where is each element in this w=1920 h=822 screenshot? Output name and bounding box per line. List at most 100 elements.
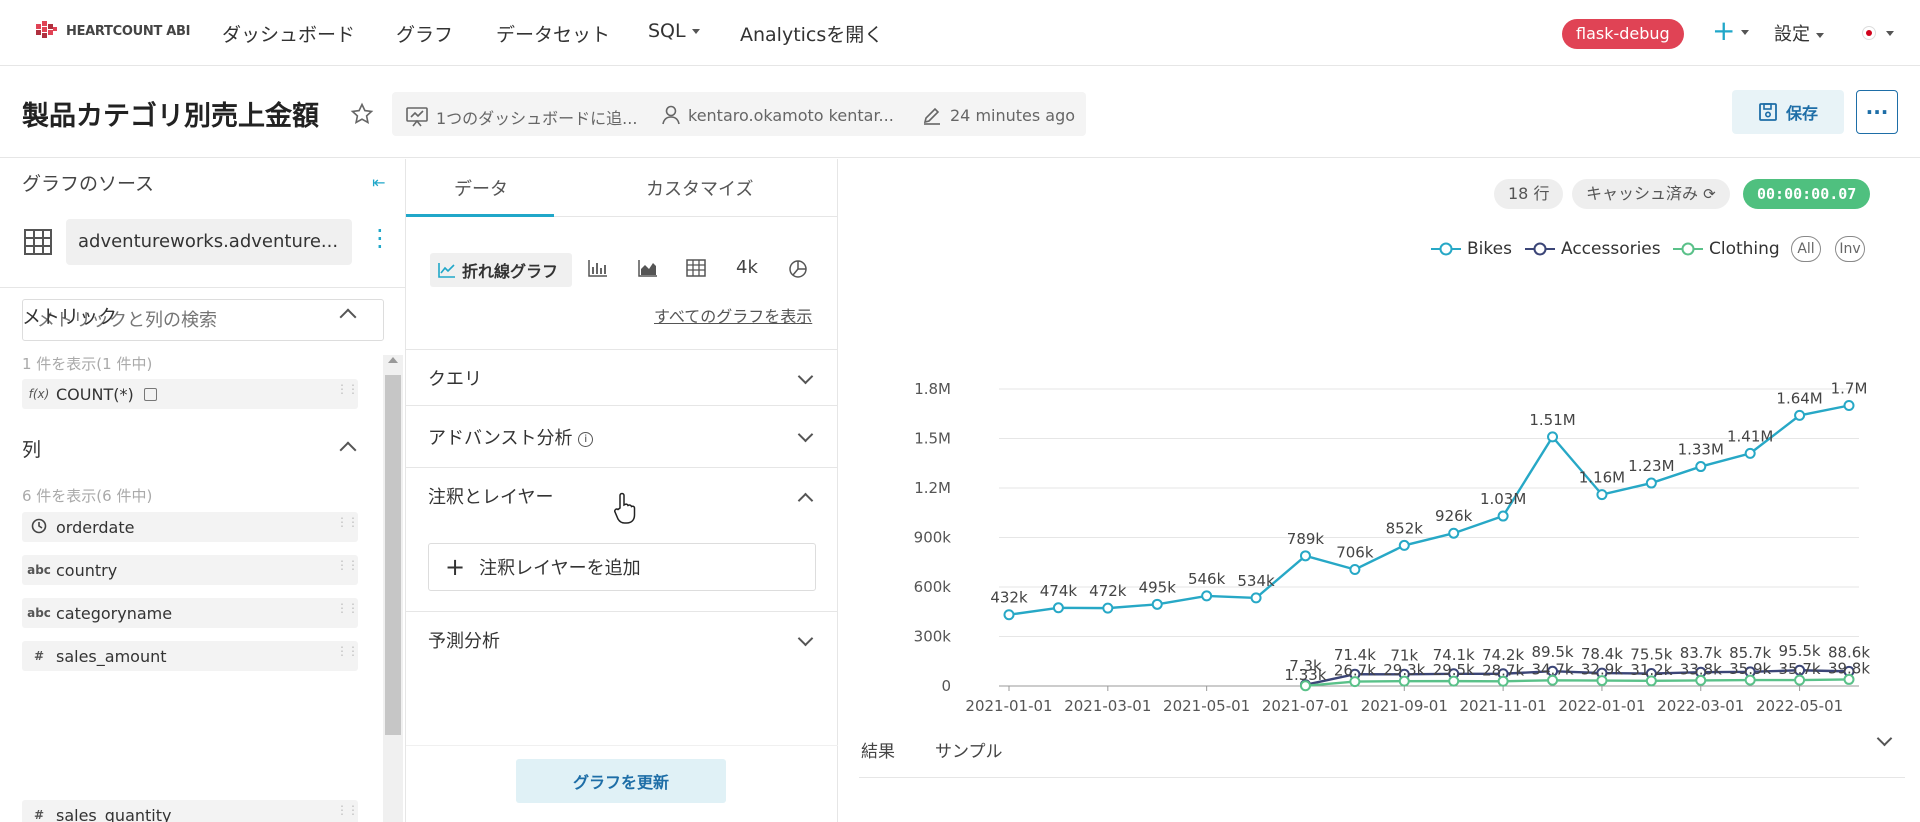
numeric-type-icon: # bbox=[33, 649, 45, 663]
dataset-selector[interactable]: adventureworks.adventure... bbox=[66, 219, 352, 265]
nav-charts[interactable]: グラフ bbox=[396, 24, 454, 46]
nav-datasets[interactable]: データセット bbox=[496, 24, 611, 46]
legend-item-clothing[interactable]: Clothing bbox=[1673, 239, 1780, 259]
query-section[interactable]: クエリ bbox=[428, 369, 482, 390]
advanced-analytics-section[interactable]: アドバンスト分析 i bbox=[428, 424, 594, 450]
column-item[interactable]: abc country ⋮⋮ bbox=[22, 555, 359, 585]
env-badge: flask-debug bbox=[1562, 19, 1684, 49]
y-tick-label: 900k bbox=[914, 529, 952, 547]
data-label: 28.7k bbox=[1482, 661, 1524, 679]
data-point bbox=[1201, 590, 1213, 602]
scroll-up-icon[interactable] bbox=[388, 357, 398, 363]
legend-invert-button[interactable]: Inv bbox=[1835, 236, 1865, 262]
numeric-type-icon: # bbox=[33, 808, 45, 822]
area-chart-icon[interactable] bbox=[638, 259, 658, 277]
pie-chart-icon[interactable] bbox=[788, 259, 808, 279]
view-all-charts-link[interactable]: すべてのグラフを表示 bbox=[654, 307, 813, 326]
x-tick-label: 2021-07-01 bbox=[1262, 697, 1349, 715]
dataset-menu-icon[interactable]: · · · bbox=[376, 217, 384, 261]
drag-handle-icon[interactable]: ⋮⋮ bbox=[336, 644, 359, 658]
query-timer-badge: 00:00:00.07 bbox=[1743, 179, 1871, 209]
update-chart-button[interactable]: グラフを更新 bbox=[516, 759, 726, 803]
tab-customize[interactable]: カスタマイズ bbox=[646, 179, 754, 200]
add-annotation-layer-button[interactable]: + 注釈レイヤーを追加 bbox=[428, 543, 816, 591]
data-label: 31.2k bbox=[1630, 661, 1672, 679]
legend-marker bbox=[1525, 242, 1555, 256]
metric-item[interactable]: f(x) COUNT(*) ⋮⋮ bbox=[22, 379, 359, 409]
metrics-section-title[interactable]: メトリック bbox=[22, 306, 118, 328]
plus-icon[interactable]: + bbox=[1712, 14, 1750, 47]
add-layer-label: 注釈レイヤーを追加 bbox=[479, 558, 641, 579]
columns-section-title[interactable]: 列 bbox=[22, 439, 42, 461]
star-icon[interactable] bbox=[350, 102, 374, 126]
scrollbar[interactable] bbox=[383, 355, 403, 822]
data-label: 85.7k bbox=[1729, 644, 1771, 662]
big-number-chart-icon[interactable]: 4k bbox=[736, 257, 758, 278]
column-item[interactable]: # sales_amount ⋮⋮ bbox=[22, 641, 359, 671]
drag-handle-icon[interactable]: ⋮⋮ bbox=[336, 803, 359, 817]
modified-info: 24 minutes ago bbox=[922, 105, 1075, 125]
cache-badge[interactable]: キャッシュ済み ⟳ bbox=[1572, 179, 1730, 209]
nav-open-analytics[interactable]: Analyticsを開く bbox=[740, 24, 884, 46]
chevron-down-icon[interactable] bbox=[797, 426, 814, 443]
column-name: sales_amount bbox=[56, 646, 167, 666]
data-point bbox=[1003, 609, 1015, 621]
column-item[interactable]: abc categoryname ⋮⋮ bbox=[22, 598, 359, 628]
clock-icon bbox=[22, 518, 56, 537]
column-item[interactable]: # sales_quantity ⋮⋮ bbox=[22, 800, 359, 822]
legend-select-all-button[interactable]: All bbox=[1791, 236, 1821, 262]
tab-data[interactable]: データ bbox=[454, 179, 508, 200]
chart-type-label: 折れ線グラフ bbox=[462, 262, 559, 281]
chart-type-line-button[interactable]: 折れ線グラフ bbox=[430, 253, 572, 287]
data-point bbox=[1645, 675, 1657, 687]
drag-handle-icon[interactable]: ⋮⋮ bbox=[336, 558, 359, 572]
more-options-button[interactable]: ··· bbox=[1856, 90, 1898, 134]
chevron-up-icon[interactable] bbox=[797, 492, 814, 509]
x-tick-label: 2021-05-01 bbox=[1163, 697, 1250, 715]
scroll-thumb[interactable] bbox=[385, 375, 401, 735]
refresh-icon[interactable]: ⟳ bbox=[1703, 185, 1716, 203]
annotations-section[interactable]: 注釈とレイヤー bbox=[428, 487, 554, 508]
chevron-down-icon[interactable] bbox=[797, 630, 814, 647]
data-label: 71.4k bbox=[1334, 646, 1376, 664]
drag-handle-icon[interactable]: ⋮⋮ bbox=[336, 382, 359, 396]
legend-label: Accessories bbox=[1561, 239, 1661, 259]
chevron-up-icon[interactable] bbox=[339, 441, 357, 459]
nav-dashboards[interactable]: ダッシュボード bbox=[222, 24, 356, 46]
data-label: 1.33M bbox=[1678, 441, 1724, 459]
y-tick-label: 600k bbox=[914, 578, 952, 596]
dashboards-info[interactable]: 1つのダッシュボードに追... bbox=[406, 105, 637, 129]
calculator-icon bbox=[143, 387, 157, 401]
bar-chart-icon[interactable] bbox=[588, 259, 608, 277]
drag-handle-icon[interactable]: ⋮⋮ bbox=[336, 515, 359, 529]
metric-column-search-input[interactable] bbox=[22, 299, 384, 341]
column-item[interactable]: orderdate ⋮⋮ bbox=[22, 512, 359, 542]
table-grid-icon bbox=[24, 229, 52, 255]
active-tab-indicator bbox=[406, 214, 554, 217]
data-label: 546k bbox=[1188, 570, 1226, 588]
chevron-down-icon[interactable] bbox=[797, 368, 814, 385]
data-point bbox=[1843, 400, 1855, 411]
language-flag-icon[interactable] bbox=[1862, 26, 1876, 40]
nav-sql[interactable]: SQL bbox=[648, 20, 700, 42]
collapse-panel-icon[interactable]: ⇤ bbox=[372, 173, 386, 192]
tab-samples[interactable]: サンプル bbox=[935, 742, 1003, 762]
data-label: 95.5k bbox=[1779, 642, 1821, 660]
data-point bbox=[1596, 489, 1608, 501]
divider bbox=[406, 611, 838, 612]
data-label: 1.03M bbox=[1480, 490, 1526, 508]
legend-item-bikes[interactable]: Bikes bbox=[1431, 239, 1512, 259]
settings-menu[interactable]: 設定 bbox=[1774, 20, 1824, 46]
drag-handle-icon[interactable]: ⋮⋮ bbox=[336, 601, 359, 615]
table-chart-icon[interactable] bbox=[686, 259, 706, 277]
save-button[interactable]: 保存 bbox=[1732, 90, 1844, 134]
chevron-down-icon bbox=[1816, 32, 1824, 38]
tab-results[interactable]: 結果 bbox=[861, 742, 895, 762]
page-title[interactable]: 製品カテゴリ別売上金額 bbox=[22, 101, 319, 132]
y-tick-label: 1.5M bbox=[914, 430, 951, 448]
forecast-section[interactable]: 予測分析 bbox=[428, 631, 500, 652]
brand-logo[interactable]: HEARTCOUNT ABI bbox=[34, 18, 190, 44]
data-point bbox=[1596, 675, 1608, 687]
legend-item-accessories[interactable]: Accessories bbox=[1525, 239, 1661, 259]
data-label: 495k bbox=[1139, 578, 1177, 596]
